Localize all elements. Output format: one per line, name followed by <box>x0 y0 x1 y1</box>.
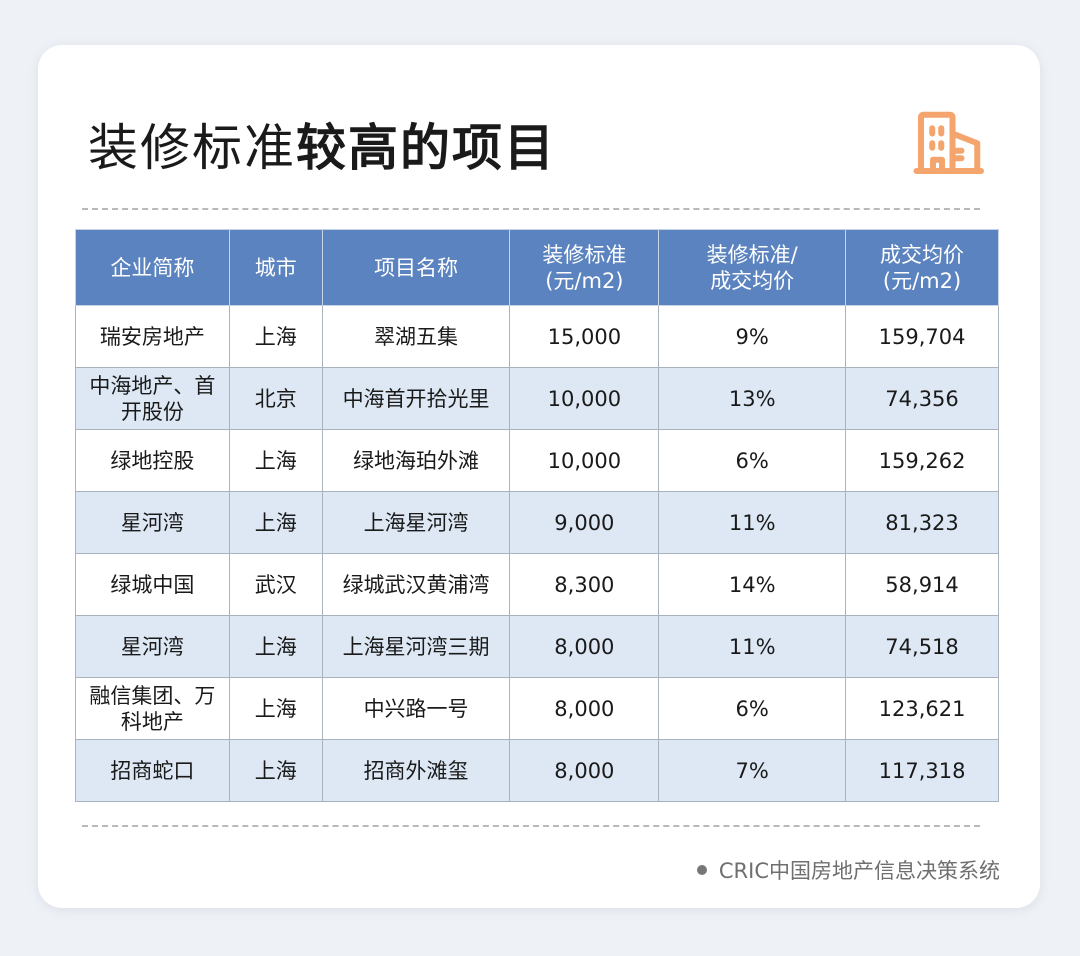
table-cell: 123,621 <box>845 677 999 740</box>
table-cell: 上海 <box>228 305 323 368</box>
table-cell: 159,704 <box>845 305 999 368</box>
table-cell: 武汉 <box>228 553 323 616</box>
table-cell: 星河湾 <box>75 491 230 554</box>
table-cell: 上海 <box>228 491 323 554</box>
column-header: 成交均价 (元/m2) <box>845 229 999 306</box>
table-header-row: 企业简称 城市 项目名称 装修标准 (元/m2) 装修标准/ 成交均价 成交均价 (元/m… <box>75 229 999 306</box>
column-header: 项目名称 <box>321 229 511 306</box>
table-row: 绿地控股 上海 绿地海珀外滩 10,000 6% 159,262 <box>75 429 999 492</box>
table-cell: 上海星河湾三期 <box>321 615 511 678</box>
table-cell: 14% <box>658 553 847 616</box>
table-row: 中海地产、首开股份 北京 中海首开拾光里 10,000 13% 74,356 <box>75 367 999 430</box>
table-cell: 6% <box>658 429 847 492</box>
table-cell: 星河湾 <box>75 615 230 678</box>
column-header: 城市 <box>228 229 323 306</box>
table-cell: 7% <box>658 739 847 802</box>
table-cell: 74,356 <box>845 367 999 430</box>
table-cell: 6% <box>658 677 847 740</box>
footer-source: CRIC中国房地产信息决策系统 <box>696 855 1000 885</box>
footer-text: CRIC中国房地产信息决策系统 <box>718 859 1000 883</box>
table-cell: 招商蛇口 <box>75 739 230 802</box>
table-cell: 159,262 <box>845 429 999 492</box>
table-cell: 翠湖五集 <box>321 305 511 368</box>
table-cell: 中兴路一号 <box>321 677 511 740</box>
table-cell: 瑞安房地产 <box>75 305 230 368</box>
table-cell: 上海 <box>228 739 323 802</box>
table-cell: 11% <box>658 491 847 554</box>
table-cell: 中海首开拾光里 <box>321 367 511 430</box>
table-cell: 58,914 <box>845 553 999 616</box>
title-bold: 较高的项目 <box>296 119 556 177</box>
table-cell: 8,000 <box>509 677 660 740</box>
title-normal: 装修标准 <box>88 119 296 177</box>
column-header: 装修标准/ 成交均价 <box>658 229 847 306</box>
table-cell: 招商外滩玺 <box>321 739 511 802</box>
table-row: 星河湾 上海 上海星河湾 9,000 11% 81,323 <box>75 491 999 554</box>
divider-top <box>82 208 980 210</box>
table-row: 绿城中国 武汉 绿城武汉黄浦湾 8,300 14% 58,914 <box>75 553 999 616</box>
table-cell: 15,000 <box>509 305 660 368</box>
table-cell: 绿地海珀外滩 <box>321 429 511 492</box>
table-cell: 9% <box>658 305 847 368</box>
table-cell: 北京 <box>228 367 323 430</box>
projects-table: 企业简称 城市 项目名称 装修标准 (元/m2) 装修标准/ 成交均价 成交均价 (元/m… <box>75 229 999 802</box>
table-row: 瑞安房地产 上海 翠湖五集 15,000 9% 159,704 <box>75 305 999 368</box>
table-cell: 8,000 <box>509 615 660 678</box>
table-cell: 绿地控股 <box>75 429 230 492</box>
table-row: 融信集团、万科地产 上海 中兴路一号 8,000 6% 123,621 <box>75 677 999 740</box>
table-cell: 10,000 <box>509 367 660 430</box>
table-cell: 74,518 <box>845 615 999 678</box>
table-cell: 11% <box>658 615 847 678</box>
bullet-dot <box>696 865 707 875</box>
table-cell: 9,000 <box>509 491 660 554</box>
table-row: 星河湾 上海 上海星河湾三期 8,000 11% 74,518 <box>75 615 999 678</box>
table-cell: 117,318 <box>845 739 999 802</box>
table-cell: 13% <box>658 367 847 430</box>
table-cell: 绿城武汉黄浦湾 <box>321 553 511 616</box>
table-cell: 上海 <box>228 677 323 740</box>
table-cell: 81,323 <box>845 491 999 554</box>
table-cell: 上海 <box>228 429 323 492</box>
table-cell: 上海 <box>228 615 323 678</box>
table-cell: 上海星河湾 <box>321 491 511 554</box>
table-row: 招商蛇口 上海 招商外滩玺 8,000 7% 117,318 <box>75 739 999 802</box>
column-header: 装修标准 (元/m2) <box>509 229 660 306</box>
table-cell: 绿城中国 <box>75 553 230 616</box>
building-icon <box>913 111 984 174</box>
table-cell: 8,000 <box>509 739 660 802</box>
table-cell: 中海地产、首开股份 <box>75 367 230 430</box>
divider-bottom <box>82 825 980 827</box>
column-header: 企业简称 <box>75 229 230 306</box>
table-cell: 10,000 <box>509 429 660 492</box>
table-cell: 融信集团、万科地产 <box>75 677 230 740</box>
table-cell: 8,300 <box>509 553 660 616</box>
page-title: 装修标准较高的项目 <box>88 118 556 178</box>
